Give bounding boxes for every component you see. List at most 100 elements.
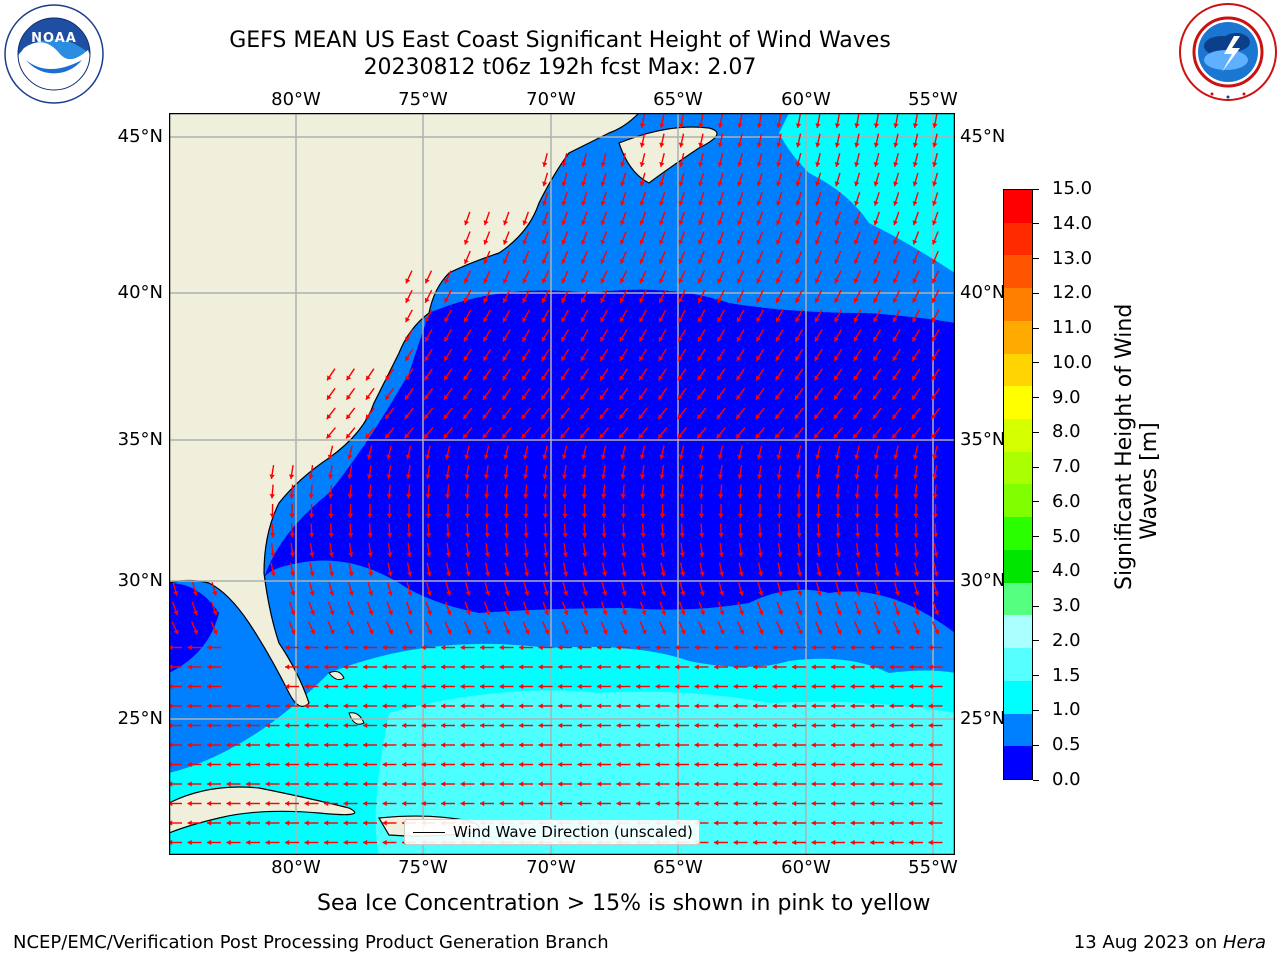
wave-direction-arrowhead: [363, 703, 368, 709]
wave-direction-arrowhead: [561, 181, 567, 187]
wave-direction-arrowhead: [739, 629, 745, 635]
wave-direction-arrowhead: [737, 494, 743, 499]
wave-direction-arrowhead: [308, 533, 315, 538]
wave-direction-arrowhead: [870, 664, 875, 670]
wave-direction-arrowhead: [346, 414, 351, 420]
wave-direction-arrowhead: [367, 571, 374, 577]
wave-direction-arrowhead: [542, 220, 548, 226]
wave-direction-arrowhead: [658, 355, 664, 361]
wave-direction-arrowhead: [660, 590, 666, 596]
wave-direction-arrowhead: [776, 123, 782, 128]
wave-direction-arrowhead: [601, 571, 608, 577]
wave-direction-arrowhead: [932, 494, 938, 499]
wave-direction-arrowhead: [870, 644, 875, 651]
wave-direction-arrowhead: [246, 800, 251, 807]
wave-direction-arrowhead: [658, 394, 664, 400]
colorbar-tick: [1033, 292, 1039, 294]
wave-direction-arrowhead: [753, 742, 758, 748]
wave-direction-arrowhead: [931, 375, 937, 381]
wave-direction-arrowhead: [815, 533, 822, 538]
wave-direction-arrowhead: [932, 123, 938, 128]
lat-label-right-25n: 25°N: [960, 708, 1006, 729]
wave-direction-arrowhead: [558, 683, 563, 690]
wave-direction-arrowhead: [558, 800, 563, 807]
wave-direction-arrowhead: [717, 123, 724, 128]
wave-direction-arrowhead: [480, 761, 485, 768]
wave-direction-arrowhead: [639, 181, 645, 187]
wave-direction-arrowhead: [541, 414, 546, 420]
wave-direction-arrowhead: [343, 703, 348, 709]
wave-direction-arrowhead: [639, 142, 646, 148]
wave-direction-arrowhead: [441, 781, 446, 787]
wave-direction-arrowhead: [484, 494, 490, 499]
wave-direction-arrowhead: [365, 394, 371, 400]
wave-direction-arrowhead: [602, 610, 608, 616]
wave-direction-arrowhead: [402, 761, 407, 768]
wave-direction-arrowhead: [405, 375, 410, 381]
wave-direction-arrowhead: [445, 533, 451, 538]
wave-direction-arrowhead: [733, 800, 738, 807]
wave-direction-arrowhead: [697, 414, 702, 420]
wave-direction-arrowhead: [717, 200, 723, 206]
wave-direction-arrowhead: [483, 278, 489, 284]
wave-direction-arrowhead: [714, 703, 719, 709]
wave-direction-arrowhead: [187, 644, 192, 651]
wave-direction-arrowhead: [873, 181, 879, 187]
wave-direction-arrowhead: [655, 703, 660, 709]
wave-direction-arrowhead: [912, 123, 919, 128]
wave-direction-arrowhead: [207, 839, 212, 846]
legend-line-icon: [413, 831, 445, 833]
wave-direction-arrowhead: [542, 200, 548, 206]
wave-direction-arrowhead: [655, 664, 660, 670]
lon-label-bottom-80w: 80°W: [271, 857, 321, 878]
wave-direction-arrowhead: [913, 571, 920, 577]
wave-direction-arrowhead: [269, 533, 276, 538]
wave-direction-arrowhead: [285, 800, 290, 807]
wave-direction-arrowhead: [694, 781, 699, 787]
wave-direction-arrowhead: [831, 722, 836, 729]
wave-direction-arrowhead: [870, 703, 875, 709]
wave-direction-arrowhead: [621, 590, 627, 596]
wave-direction-arrowhead: [600, 297, 606, 303]
wave-direction-arrowhead: [347, 533, 354, 538]
colorbar-label: 15.0: [1052, 178, 1093, 199]
wave-direction-arrowhead: [792, 820, 797, 826]
wave-direction-arrowhead: [831, 644, 836, 651]
wave-direction-arrowhead: [811, 820, 816, 826]
wave-direction-arrowhead: [753, 722, 758, 729]
wave-direction-arrowhead: [324, 742, 329, 748]
wave-direction-arrowhead: [775, 239, 781, 245]
wave-direction-arrowhead: [348, 571, 354, 577]
wave-direction-arrowhead: [502, 239, 508, 245]
wave-direction-arrowhead: [601, 552, 608, 557]
wave-direction-arrowhead: [366, 454, 372, 460]
wave-direction-arrowhead: [733, 683, 738, 690]
wave-direction-arrowhead: [893, 513, 900, 518]
wave-direction-arrowhead: [207, 664, 212, 670]
wave-direction-arrowhead: [523, 552, 530, 557]
wave-direction-arrowhead: [928, 761, 933, 768]
wave-direction-arrowhead: [187, 722, 192, 729]
wave-direction-arrowhead: [928, 839, 933, 846]
wave-direction-arrowhead: [484, 513, 490, 518]
wave-direction-arrowhead: [502, 278, 508, 284]
wave-direction-arrowhead: [405, 336, 410, 342]
wave-direction-arrowhead: [446, 610, 452, 616]
wave-direction-arrowhead: [912, 162, 918, 167]
wave-direction-arrowhead: [480, 644, 485, 651]
wave-direction-arrowhead: [538, 722, 543, 729]
wave-direction-arrowhead: [541, 239, 547, 245]
wave-direction-arrowhead: [558, 722, 563, 729]
date-footer-text: 13 Aug 2023 on: [1073, 932, 1223, 953]
wave-direction-arrowhead: [714, 664, 719, 670]
wave-direction-arrowhead: [816, 571, 822, 577]
wave-direction-arrowhead: [363, 664, 368, 670]
wave-direction-arrowhead: [792, 683, 797, 690]
wave-direction-arrowhead: [659, 142, 665, 148]
wave-direction-arrowhead: [911, 414, 917, 420]
wave-direction-arrowhead: [563, 629, 569, 635]
wave-direction-arrowhead: [441, 664, 446, 670]
wave-direction-arrowhead: [502, 414, 507, 420]
wave-direction-arrowhead: [678, 336, 683, 342]
wave-direction-arrowhead: [775, 278, 781, 284]
